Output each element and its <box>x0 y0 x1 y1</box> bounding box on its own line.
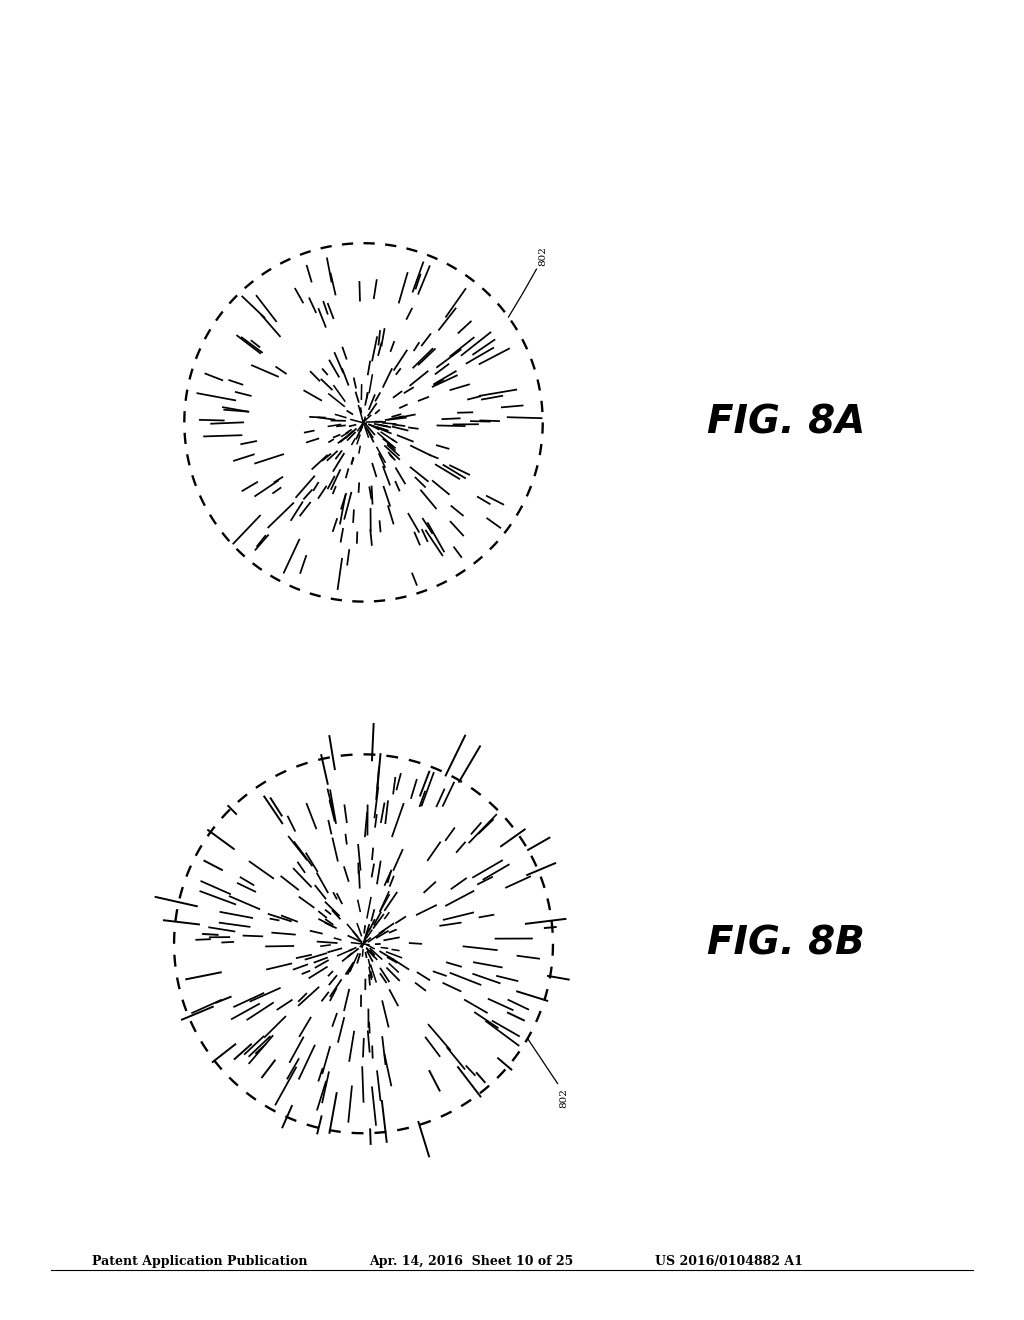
Text: US 2016/0104882 A1: US 2016/0104882 A1 <box>655 1255 803 1269</box>
Text: FIG. 8B: FIG. 8B <box>707 925 864 962</box>
Text: FIG. 8A: FIG. 8A <box>707 404 865 441</box>
Text: Patent Application Publication: Patent Application Publication <box>92 1255 307 1269</box>
Text: 802: 802 <box>559 1089 568 1109</box>
Text: Apr. 14, 2016  Sheet 10 of 25: Apr. 14, 2016 Sheet 10 of 25 <box>369 1255 572 1269</box>
Text: 802: 802 <box>539 247 548 267</box>
